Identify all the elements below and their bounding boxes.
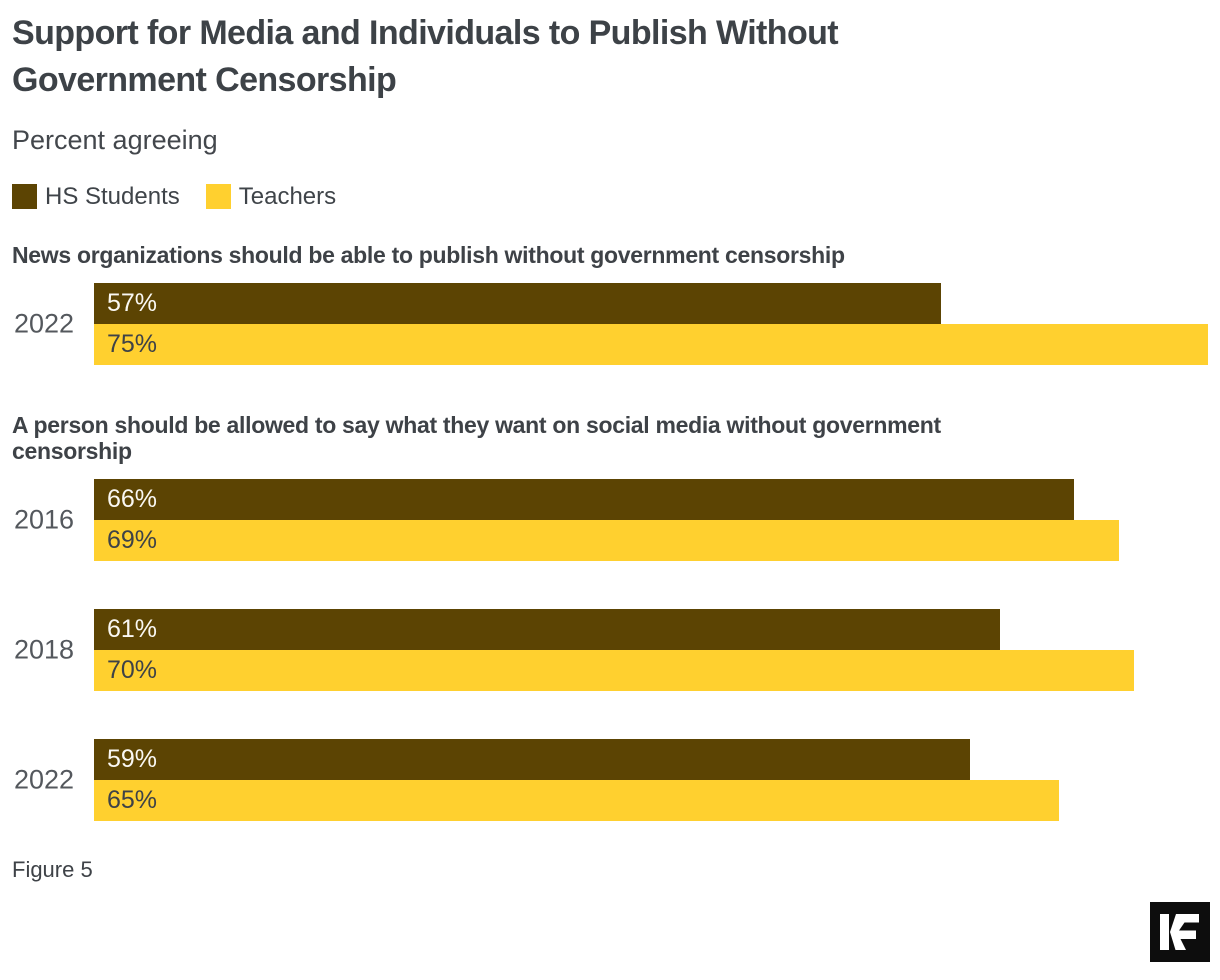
- legend-item-hs-students: HS Students: [12, 183, 180, 211]
- bar-teachers: 70%: [94, 650, 1134, 691]
- bar-group-2018: 2018 61% 70%: [14, 609, 1208, 691]
- bar-value-label: 66%: [107, 485, 158, 513]
- legend-item-teachers: Teachers: [205, 182, 337, 211]
- year-label: 2022: [14, 764, 75, 795]
- chart-section: News organizations should be able to pub…: [12, 242, 1208, 365]
- legend-label: Teachers: [238, 182, 337, 210]
- legend-swatch-teachers: [205, 184, 231, 209]
- year-label: 2022: [14, 308, 75, 339]
- bar-hs-students: 57%: [94, 283, 941, 324]
- bar-group-2016: 2016 66% 69%: [14, 479, 1208, 561]
- chart-title-line-1: Support for Media and Individuals to Pub…: [12, 14, 839, 52]
- bar-group-2022: 2022 59% 65%: [14, 739, 1208, 821]
- bar-value-label: 57%: [107, 289, 158, 317]
- bar-value-label: 65%: [107, 786, 158, 814]
- chart-subtitle: Percent agreeing: [12, 125, 218, 155]
- chart-title-line-2: Government Censorship: [12, 61, 397, 99]
- bar-teachers: 65%: [94, 780, 1060, 821]
- bar-group-2022: 2022 57% 75%: [14, 283, 1208, 365]
- knight-foundation-logo: [1150, 902, 1210, 962]
- legend-label: HS Students: [45, 182, 180, 210]
- bar-value-label: 59%: [107, 745, 158, 773]
- chart-title: Support for Media and Individuals to Pub…: [12, 10, 1208, 104]
- bar-teachers: 75%: [94, 324, 1208, 365]
- bar-value-label: 61%: [107, 615, 158, 643]
- chart-legend: HS Students Teachers: [12, 182, 1208, 211]
- section-heading: News organizations should be able to pub…: [12, 242, 845, 268]
- chart-section: A person should be allowed to say what t…: [12, 412, 1208, 821]
- bar-hs-students: 59%: [94, 739, 971, 780]
- bar-hs-students: 61%: [94, 609, 1001, 650]
- year-label: 2018: [14, 634, 75, 665]
- kf-logo-icon: [1150, 902, 1210, 962]
- bar-chart: News organizations should be able to pub…: [12, 242, 1208, 821]
- bar-value-label: 69%: [107, 526, 158, 554]
- section-heading: A person should be allowed to say what t…: [12, 412, 941, 464]
- bar-hs-students: 66%: [94, 479, 1075, 520]
- figure-label: Figure 5: [12, 857, 93, 882]
- bar-value-label: 75%: [107, 330, 158, 358]
- bar-teachers: 69%: [94, 520, 1119, 561]
- bar-value-label: 70%: [107, 656, 158, 684]
- year-label: 2016: [14, 504, 75, 535]
- legend-swatch-hs-students: [12, 184, 37, 209]
